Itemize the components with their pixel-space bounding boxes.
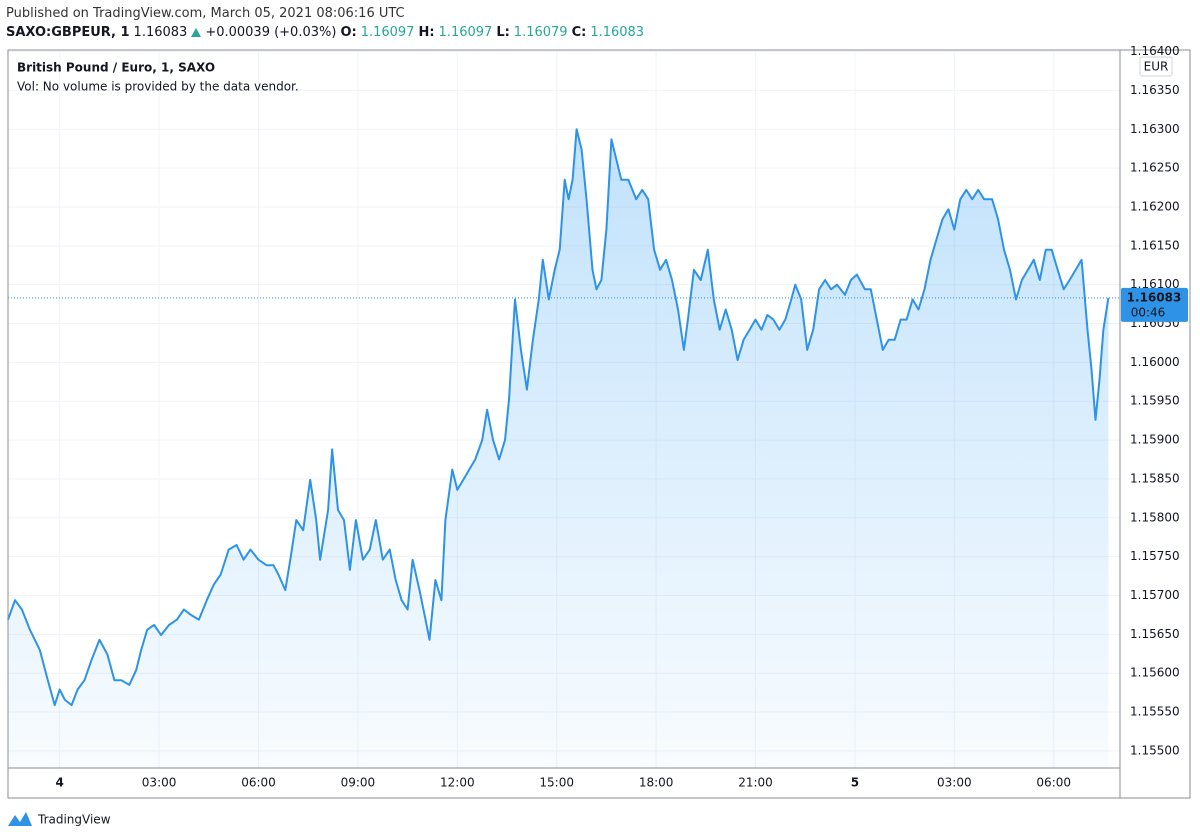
x-tick-label: 15:00	[539, 776, 574, 790]
y-tick-label: 1.15850	[1130, 471, 1180, 485]
currency-box	[1139, 56, 1173, 77]
last-price-box	[1121, 287, 1188, 322]
y-tick-label: 1.15550	[1130, 705, 1180, 719]
ohlc-value: 1.16079	[513, 25, 568, 40]
last-price: 1.16083	[133, 25, 188, 40]
change: +0.00039 (+0.03%)	[205, 25, 337, 40]
x-tick-label: 03:00	[142, 776, 177, 790]
ohlc-value: 1.16083	[590, 25, 645, 40]
ohlc-label: H:	[418, 25, 435, 40]
y-tick-label: 1.15750	[1130, 549, 1180, 563]
x-tick-label: 12:00	[440, 776, 475, 790]
ohlc-value: 1.16097	[438, 25, 493, 40]
brand-logo	[8, 812, 32, 826]
y-tick-label: 1.15500	[1130, 743, 1180, 757]
y-tick-label: 1.15800	[1130, 510, 1180, 524]
ohlc-label: L:	[496, 25, 510, 40]
x-tick-label: 18:00	[639, 776, 674, 790]
y-tick-label: 1.15600	[1130, 666, 1180, 680]
ohlc-label: O:	[340, 25, 357, 40]
price-line	[7, 128, 1110, 707]
x-tick-label: 03:00	[937, 776, 972, 790]
y-tick-label: 1.16300	[1130, 122, 1180, 136]
y-tick-label: 1.16100	[1130, 277, 1180, 291]
chart-title: British Pound / Euro, 1, SAXO	[17, 61, 215, 75]
symbol: SAXO:GBPEUR, 1	[6, 25, 130, 40]
y-tick-label: 1.15900	[1130, 433, 1180, 447]
y-tick-label: 1.16350	[1130, 83, 1180, 97]
up-arrow	[191, 28, 202, 37]
x-tick-label: 4	[56, 776, 64, 790]
y-tick-label: 1.16250	[1130, 161, 1180, 175]
y-tick-label: 1.16400	[1130, 44, 1180, 58]
currency: EUR	[1144, 60, 1169, 74]
y-tick-label: 1.15700	[1130, 588, 1180, 602]
ohlc-value: 1.16097	[360, 25, 415, 40]
y-tick-label: 1.16050	[1130, 316, 1180, 330]
x-tick-label: 21:00	[738, 776, 773, 790]
x-tick-label: 06:00	[1036, 776, 1071, 790]
y-tick-label: 1.16150	[1130, 238, 1180, 252]
x-tick-label: 06:00	[241, 776, 276, 790]
y-tick-label: 1.16000	[1130, 355, 1180, 369]
y-tick-label: 1.15950	[1130, 394, 1180, 408]
last-price-label: 1.16083	[1127, 290, 1182, 304]
y-tick-label: 1.16200	[1130, 199, 1180, 213]
x-tick-label: 09:00	[341, 776, 376, 790]
ohlc-label: C:	[571, 25, 587, 40]
y-tick-label: 1.15650	[1130, 627, 1180, 641]
published-note: Published on TradingView.com, March 05, …	[6, 6, 405, 21]
symbol-bar: SAXO:GBPEUR, 1 1.16083 +0.00039 (+0.03%)…	[6, 25, 644, 40]
area-fill	[8, 129, 1109, 769]
countdown: 00:46	[1131, 305, 1166, 319]
brand: TradingView	[37, 813, 111, 827]
chart-subtitle: Vol: No volume is provided by the data v…	[17, 80, 299, 94]
x-tick-label: 5	[851, 776, 859, 790]
frame	[7, 49, 1191, 799]
